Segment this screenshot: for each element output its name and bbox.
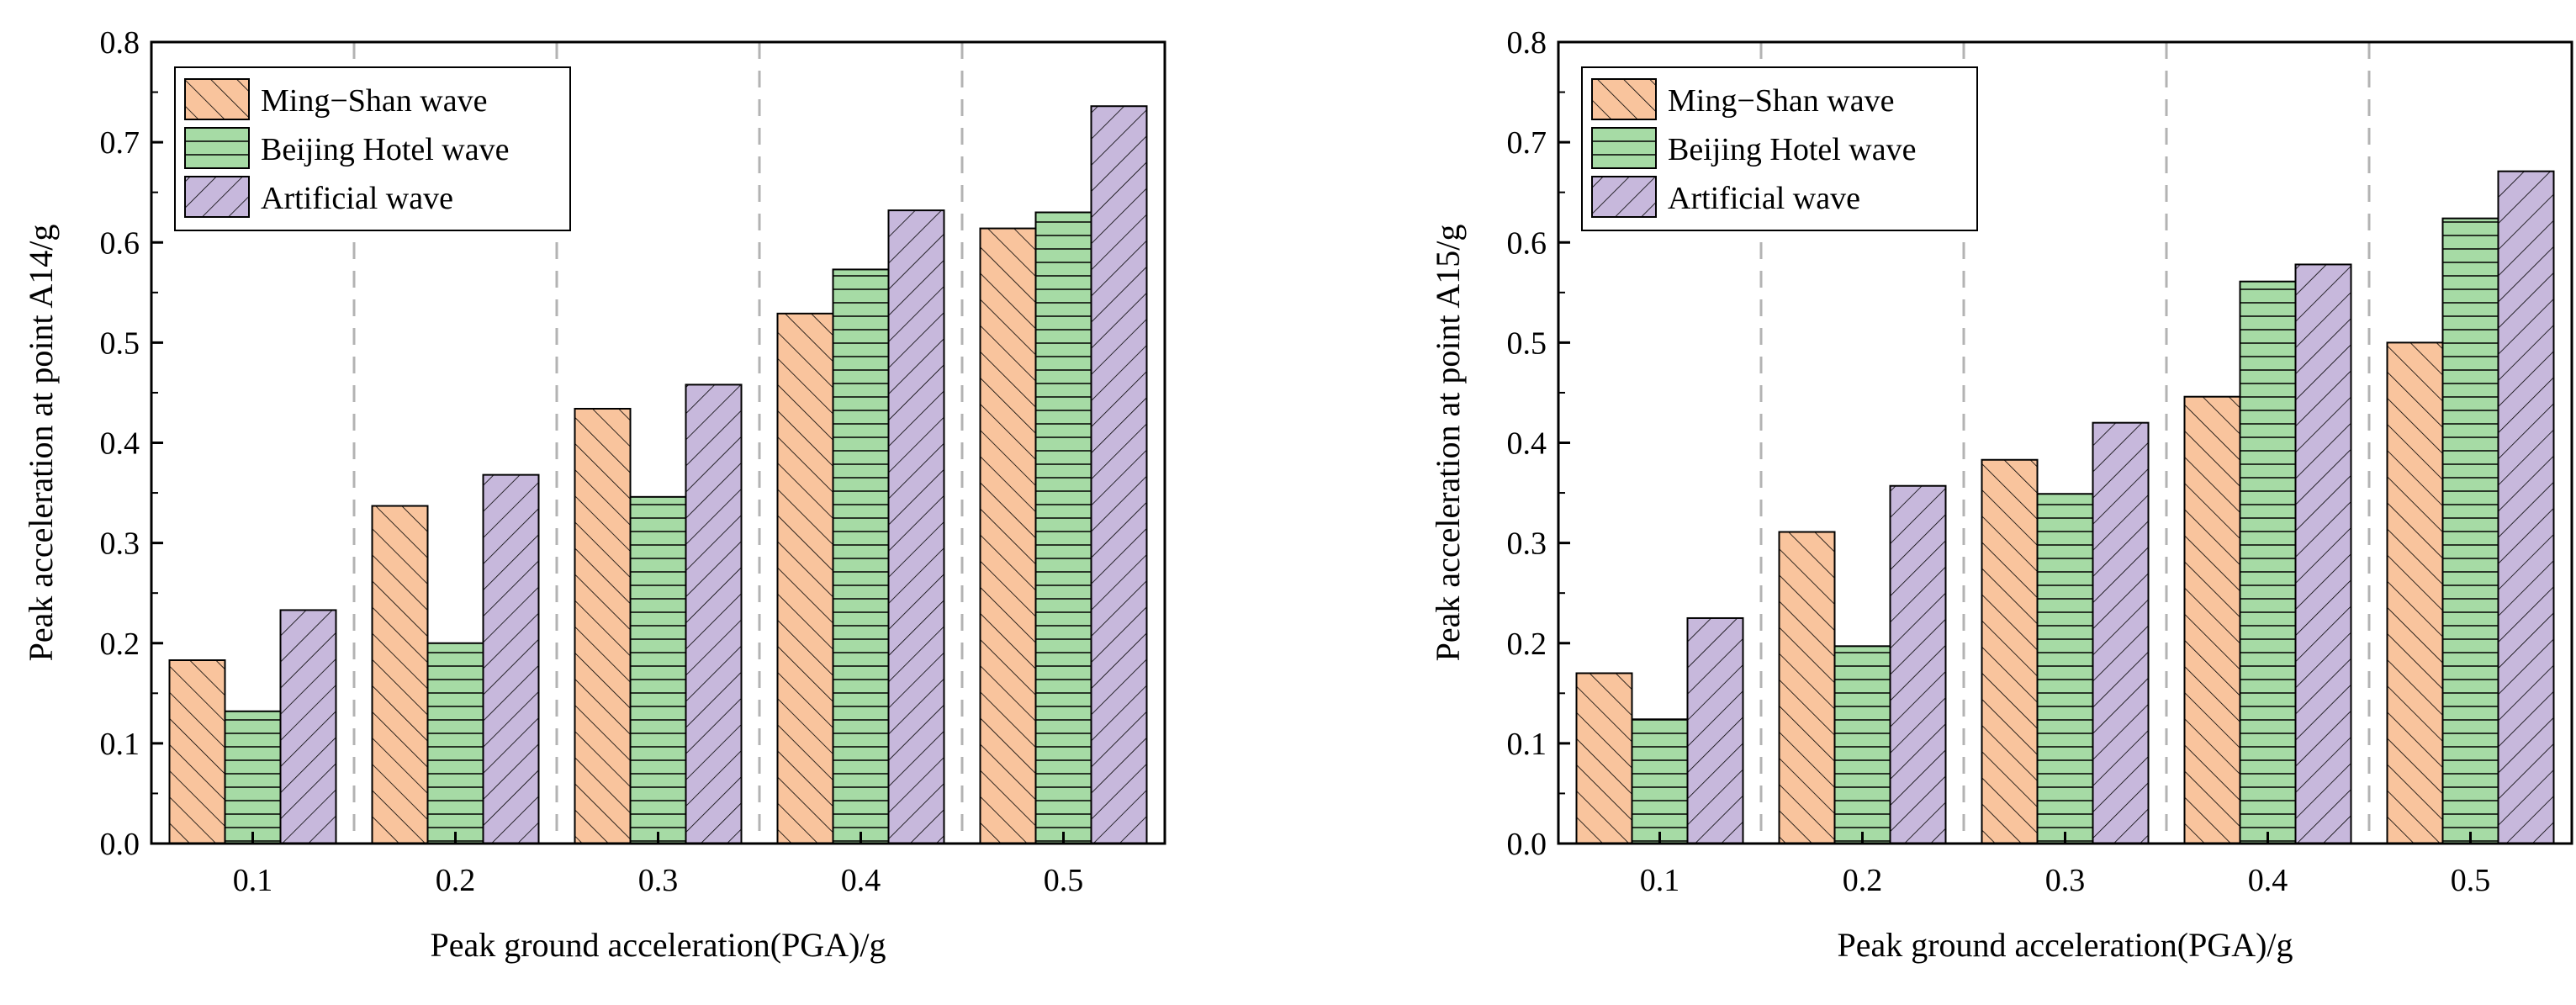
x-tick-label: 0.2 — [436, 863, 476, 898]
y-tick-label: 0.5 — [100, 325, 140, 361]
bar-hatch — [1631, 718, 1689, 844]
bar-hatch — [1034, 211, 1092, 844]
bar-hatch — [168, 659, 226, 844]
x-tick-label: 0.4 — [841, 863, 881, 898]
x-axis-title: Peak ground acceleration(PGA)/g — [1837, 926, 2293, 964]
x-tick-label: 0.3 — [638, 863, 679, 898]
bar-hatch — [2497, 170, 2555, 844]
legend-label: Ming−Shan wave — [261, 83, 487, 119]
bar-hatch — [371, 505, 429, 845]
chart-right: 0.0 0.1 0.2 0.3 0.4 0.5 0.6 0.7 0.8 0.1 0.2 0.3 0.4 0… — [1429, 25, 2573, 964]
y-tick-label: 0.2 — [100, 627, 140, 662]
legend-label: Beijing Hotel wave — [261, 132, 509, 167]
bar-hatch — [685, 383, 743, 845]
y-tick-label: 0.7 — [1507, 125, 1547, 161]
bar-hatch — [1686, 616, 1744, 844]
legend-swatch-hatch — [184, 78, 250, 120]
bar-hatch — [224, 710, 282, 844]
bar-hatch — [574, 407, 632, 844]
bar-hatch — [2092, 421, 2150, 844]
x-axis-title: Peak ground acceleration(PGA)/g — [430, 926, 886, 964]
bar-hatch — [2294, 263, 2352, 844]
y-axis-title: Peak acceleration at point A15/g — [1429, 225, 1467, 662]
y-tick-label: 0.4 — [1507, 426, 1547, 462]
y-tick-label: 0.0 — [100, 827, 140, 862]
bar-hatch — [979, 227, 1037, 844]
x-tick-label: 0.1 — [1640, 863, 1680, 898]
y-tick-label: 0.6 — [100, 225, 140, 261]
x-tick-label: 0.1 — [233, 863, 273, 898]
legend-swatch-hatch — [1591, 127, 1657, 169]
bar-hatch — [2183, 395, 2241, 844]
bar-hatch — [832, 268, 890, 844]
legend: Ming−Shan wave Beijing Hotel wave Artifici… — [174, 66, 571, 231]
x-tick-label: 0.5 — [2451, 863, 2491, 898]
y-tick-label: 0.1 — [1507, 727, 1547, 762]
bar-hatch — [1833, 645, 1891, 844]
bar-hatch — [482, 473, 540, 844]
bar-hatch — [887, 209, 945, 844]
y-tick-label: 0.1 — [100, 727, 140, 762]
y-axis-title: Peak acceleration at point A14/g — [22, 225, 60, 662]
y-tick-label: 0.4 — [100, 426, 140, 462]
y-tick-label: 0.6 — [1507, 225, 1547, 261]
legend-swatch-hatch — [1591, 78, 1657, 120]
y-tick-label: 0.2 — [1507, 627, 1547, 662]
bar-hatch — [426, 642, 484, 844]
x-tick-label: 0.2 — [1843, 863, 1883, 898]
legend-swatch-hatch — [1591, 176, 1657, 218]
bar-hatch — [2386, 341, 2444, 844]
legend-swatch-hatch — [184, 176, 250, 218]
legend-label: Ming−Shan wave — [1668, 83, 1894, 119]
y-tick-label: 0.5 — [1507, 325, 1547, 361]
y-tick-label: 0.7 — [100, 125, 140, 161]
bar-hatch — [1889, 484, 1947, 844]
bar-hatch — [2036, 493, 2094, 844]
x-tick-label: 0.4 — [2248, 863, 2288, 898]
bar-hatch — [1981, 458, 2039, 844]
bar-hatch — [279, 609, 337, 844]
y-tick-label: 0.8 — [1507, 25, 1547, 61]
y-tick-label: 0.3 — [100, 526, 140, 562]
legend: Ming−Shan wave Beijing Hotel wave Artifici… — [1581, 66, 1978, 231]
y-tick-label: 0.3 — [1507, 526, 1547, 562]
legend-swatch-hatch — [184, 127, 250, 169]
bar-hatch — [2441, 217, 2499, 845]
y-tick-label: 0.0 — [1507, 827, 1547, 862]
x-tick-label: 0.5 — [1044, 863, 1084, 898]
bar-hatch — [776, 312, 834, 844]
bar-hatch — [1778, 531, 1836, 844]
legend-label: Artificial wave — [1668, 181, 1860, 216]
bar-hatch — [629, 495, 687, 844]
bar-hatch — [1090, 105, 1148, 845]
chart-left: 0.0 0.1 0.2 0.3 0.4 0.5 0.6 0.7 0.8 0.1 0.2 0.3 0.4 0… — [22, 25, 1166, 964]
y-tick-label: 0.8 — [100, 25, 140, 61]
legend-label: Beijing Hotel wave — [1668, 132, 1916, 167]
legend-label: Artificial wave — [261, 181, 453, 216]
bar-hatch — [2239, 280, 2297, 844]
x-tick-label: 0.3 — [2045, 863, 2086, 898]
bar-hatch — [1575, 672, 1633, 844]
